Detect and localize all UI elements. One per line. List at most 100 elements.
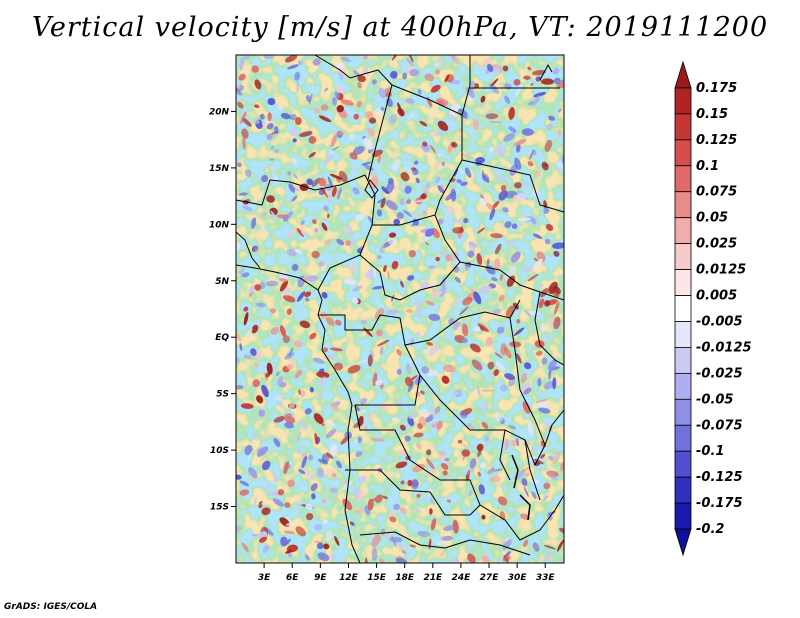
velocity-cell bbox=[439, 249, 447, 256]
velocity-cell bbox=[523, 75, 531, 80]
velocity-cell bbox=[282, 287, 292, 296]
velocity-cell bbox=[527, 274, 539, 282]
velocity-cell bbox=[459, 306, 469, 316]
velocity-cell bbox=[451, 141, 458, 148]
map-frame bbox=[235, 54, 565, 564]
velocity-cell bbox=[256, 302, 266, 308]
velocity-cell bbox=[417, 423, 423, 430]
velocity-cell bbox=[342, 498, 353, 511]
velocity-cell bbox=[369, 275, 375, 281]
velocity-cell bbox=[513, 78, 521, 86]
velocity-cell bbox=[436, 420, 443, 430]
velocity-cell bbox=[317, 552, 330, 562]
velocity-cell bbox=[431, 291, 443, 299]
velocity-cell bbox=[286, 544, 298, 553]
velocity-cell bbox=[556, 539, 564, 552]
velocity-cell bbox=[533, 258, 543, 270]
velocity-cell bbox=[417, 88, 422, 96]
velocity-cell bbox=[553, 251, 560, 257]
velocity-cell bbox=[548, 455, 554, 461]
velocity-cell bbox=[261, 507, 271, 516]
velocity-cell bbox=[459, 410, 468, 419]
velocity-cell bbox=[391, 294, 395, 302]
velocity-cell bbox=[495, 144, 505, 158]
velocity-cell bbox=[438, 450, 446, 456]
velocity-cell bbox=[498, 190, 508, 201]
velocity-cell bbox=[323, 239, 332, 246]
colorbar-label: -0.2 bbox=[696, 522, 724, 537]
velocity-cell bbox=[313, 413, 324, 425]
velocity-cell bbox=[353, 70, 360, 77]
velocity-cell bbox=[541, 161, 549, 171]
velocity-cell bbox=[337, 187, 342, 200]
velocity-cell bbox=[357, 82, 362, 89]
velocity-cell bbox=[521, 478, 528, 487]
velocity-cell bbox=[236, 333, 242, 342]
velocity-cell bbox=[508, 107, 515, 120]
velocity-cell bbox=[422, 141, 428, 147]
velocity-cell bbox=[474, 62, 485, 69]
velocity-cell bbox=[441, 161, 446, 167]
velocity-cell bbox=[274, 148, 279, 154]
velocity-cell bbox=[324, 153, 334, 164]
velocity-cell bbox=[244, 444, 253, 456]
velocity-cell bbox=[543, 489, 550, 498]
velocity-cell bbox=[542, 422, 548, 430]
velocity-cell bbox=[273, 126, 279, 134]
velocity-cell bbox=[514, 157, 522, 170]
velocity-cell bbox=[458, 108, 469, 119]
velocity-cell bbox=[329, 347, 343, 352]
velocity-cell bbox=[407, 338, 413, 343]
velocity-cell bbox=[349, 238, 355, 250]
velocity-cell bbox=[466, 113, 471, 119]
velocity-cell bbox=[325, 316, 335, 326]
velocity-cell bbox=[491, 277, 498, 282]
velocity-cell bbox=[515, 353, 522, 364]
velocity-cell bbox=[389, 70, 398, 79]
velocity-cell bbox=[399, 506, 407, 515]
velocity-cell bbox=[352, 146, 365, 155]
velocity-cell bbox=[316, 542, 324, 550]
velocity-cell bbox=[236, 525, 242, 532]
velocity-cell bbox=[530, 82, 534, 87]
velocity-cell bbox=[237, 162, 242, 168]
velocity-cell bbox=[516, 143, 521, 153]
velocity-cell bbox=[552, 451, 561, 464]
velocity-cell bbox=[352, 187, 360, 195]
velocity-cell bbox=[389, 232, 397, 238]
velocity-cell bbox=[525, 437, 530, 447]
velocity-cell bbox=[524, 310, 532, 318]
velocity-cell bbox=[541, 323, 546, 333]
velocity-cell bbox=[400, 183, 405, 189]
velocity-cell bbox=[401, 549, 407, 555]
velocity-cell bbox=[430, 145, 436, 154]
velocity-cell bbox=[438, 285, 447, 298]
velocity-cell bbox=[469, 343, 481, 353]
colorbar-label: 0.15 bbox=[696, 107, 728, 122]
lat-tick-label: 10S bbox=[210, 446, 229, 456]
velocity-cell bbox=[450, 390, 460, 396]
velocity-cell bbox=[530, 218, 537, 225]
velocity-cell bbox=[467, 553, 476, 563]
velocity-cell bbox=[461, 449, 471, 457]
grads-credit: GrADS: IGES/COLA bbox=[4, 602, 98, 612]
lon-tick-label: 27E bbox=[480, 573, 500, 583]
velocity-cell bbox=[406, 309, 413, 313]
velocity-cell bbox=[244, 328, 253, 337]
velocity-cell bbox=[238, 192, 248, 196]
velocity-cell bbox=[490, 78, 499, 87]
velocity-cell bbox=[240, 403, 254, 409]
velocity-cell bbox=[435, 256, 440, 262]
velocity-cell bbox=[409, 68, 420, 77]
velocity-cell bbox=[527, 421, 534, 436]
velocity-cell bbox=[536, 350, 543, 356]
velocity-cell bbox=[477, 471, 481, 477]
velocity-cell bbox=[367, 498, 374, 511]
velocity-cell bbox=[236, 385, 244, 390]
velocity-cell bbox=[277, 103, 284, 111]
velocity-cell bbox=[405, 98, 415, 104]
velocity-cell bbox=[323, 205, 329, 212]
velocity-cell bbox=[552, 68, 560, 75]
colorbar-cell bbox=[674, 321, 692, 348]
velocity-cell bbox=[437, 218, 444, 225]
